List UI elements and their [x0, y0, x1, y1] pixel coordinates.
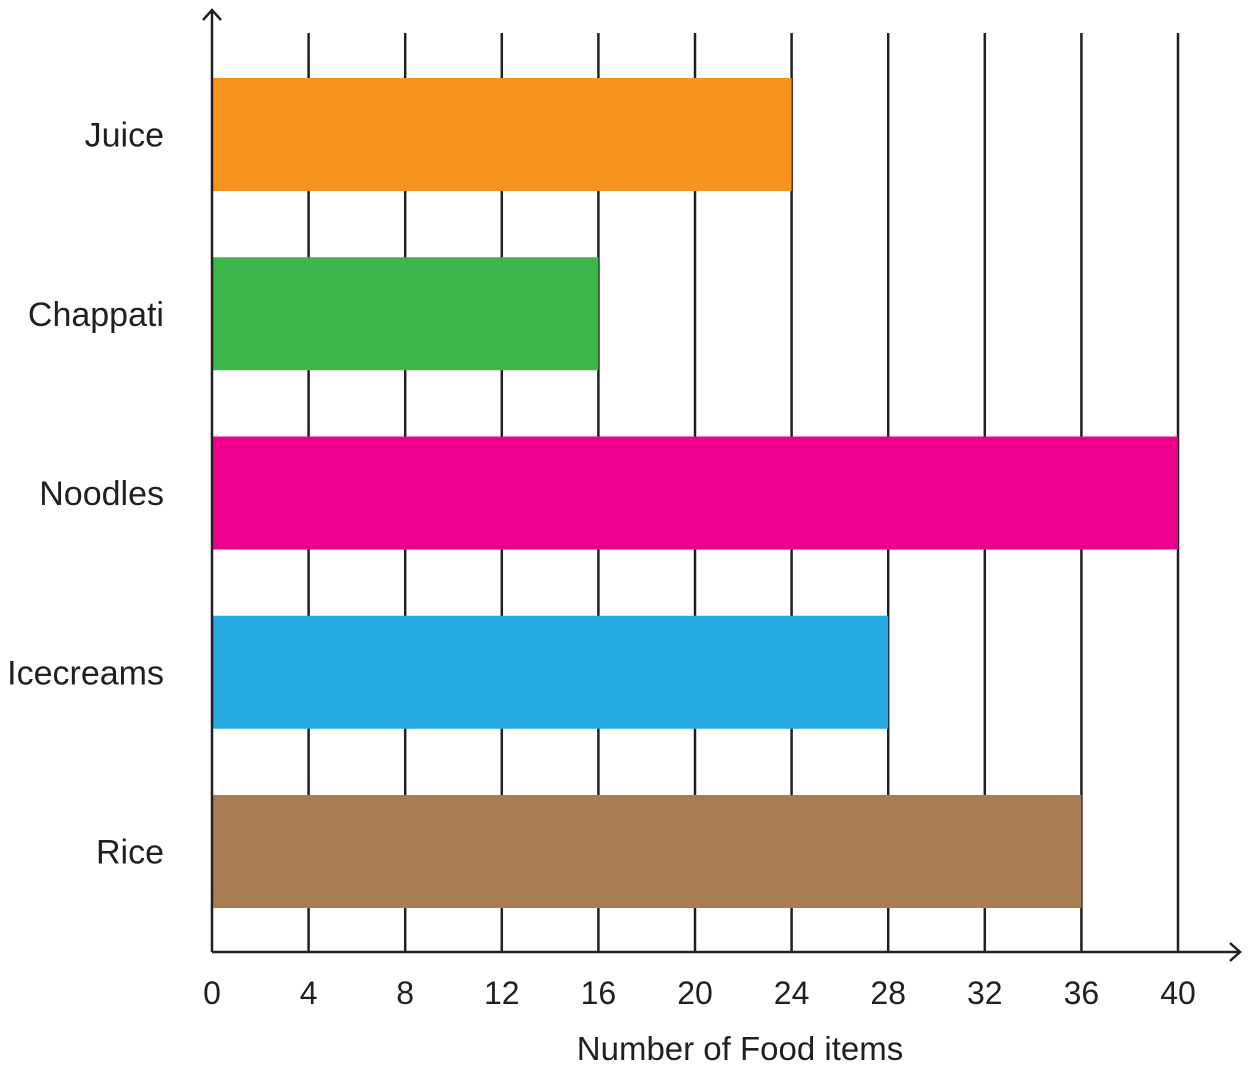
x-axis-arrow-icon	[1229, 942, 1242, 962]
bar-noodles	[212, 436, 1178, 550]
bar-juice	[212, 78, 792, 191]
x-tick-label: 36	[1064, 975, 1100, 1011]
x-tick-label: 28	[870, 975, 906, 1011]
category-label: Juice	[85, 117, 164, 155]
x-tick-label: 16	[581, 975, 617, 1011]
category-label: Chappati	[28, 296, 164, 334]
x-tick-label: 8	[396, 975, 414, 1011]
x-tick-label: 0	[203, 975, 221, 1011]
bar-rice	[212, 795, 1082, 908]
bar-chappati	[212, 257, 599, 371]
category-label: Noodles	[39, 475, 164, 513]
bar-icecreams	[212, 615, 889, 729]
y-axis-arrow-icon	[202, 8, 222, 21]
bars	[212, 78, 1178, 908]
x-tick-label: 24	[774, 975, 810, 1011]
axes	[202, 8, 1242, 962]
x-tick-label: 20	[677, 975, 713, 1011]
x-tick-label: 4	[300, 975, 318, 1011]
x-tick-label: 40	[1160, 975, 1196, 1011]
x-tick-label: 32	[967, 975, 1003, 1011]
labels: Number of Food items 0 4 8 12 16 20 24 28 32 36 40…	[7, 117, 1196, 1068]
category-label: Icecreams	[7, 654, 164, 692]
category-label: Rice	[96, 834, 164, 872]
x-tick-label: 12	[484, 975, 520, 1011]
x-axis-title: Number of Food items	[577, 1030, 903, 1067]
